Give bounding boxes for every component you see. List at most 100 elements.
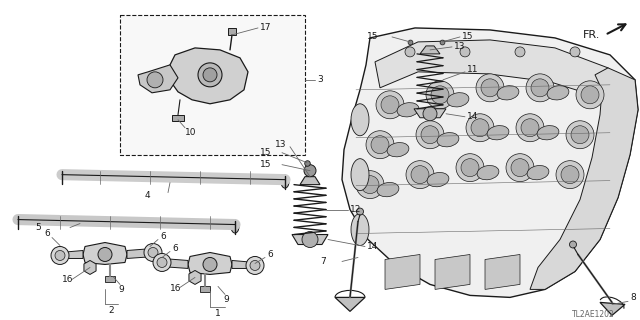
Text: 12: 12 (350, 205, 362, 214)
Circle shape (246, 256, 264, 275)
Circle shape (356, 208, 364, 215)
Text: 16: 16 (62, 275, 74, 284)
Text: 9: 9 (223, 295, 228, 304)
Circle shape (406, 161, 434, 188)
Circle shape (371, 136, 389, 154)
Circle shape (147, 72, 163, 88)
Ellipse shape (477, 165, 499, 180)
Circle shape (157, 258, 167, 268)
Circle shape (203, 68, 217, 82)
Text: 13: 13 (275, 140, 287, 149)
Circle shape (302, 232, 318, 247)
Circle shape (421, 126, 439, 144)
Text: 6: 6 (267, 250, 273, 259)
Text: 15: 15 (260, 160, 271, 169)
Circle shape (576, 81, 604, 109)
Text: 17: 17 (260, 23, 271, 32)
Text: 8: 8 (630, 293, 636, 302)
Text: 10: 10 (185, 128, 196, 137)
Ellipse shape (427, 172, 449, 187)
Polygon shape (83, 243, 127, 264)
Circle shape (51, 246, 69, 264)
Circle shape (566, 121, 594, 149)
Circle shape (456, 154, 484, 182)
Ellipse shape (387, 142, 409, 157)
Circle shape (55, 251, 65, 260)
Polygon shape (127, 249, 155, 259)
Ellipse shape (487, 125, 509, 140)
Circle shape (460, 47, 470, 57)
Circle shape (376, 91, 404, 119)
Circle shape (431, 86, 449, 104)
Circle shape (98, 247, 112, 261)
Text: 6: 6 (44, 229, 50, 238)
Circle shape (361, 176, 379, 194)
Polygon shape (342, 28, 638, 297)
Circle shape (581, 86, 599, 104)
Polygon shape (385, 254, 420, 289)
Circle shape (250, 260, 260, 270)
Circle shape (506, 154, 534, 182)
Ellipse shape (527, 165, 549, 180)
Circle shape (426, 81, 454, 109)
Text: 13: 13 (454, 43, 465, 52)
Circle shape (153, 253, 171, 271)
Circle shape (356, 171, 384, 199)
Circle shape (516, 114, 544, 142)
Ellipse shape (547, 86, 569, 100)
Polygon shape (232, 260, 257, 268)
Polygon shape (600, 302, 625, 315)
Circle shape (405, 47, 415, 57)
Circle shape (476, 74, 504, 102)
Circle shape (203, 258, 217, 271)
Polygon shape (420, 46, 440, 54)
Circle shape (531, 79, 549, 97)
Text: 4: 4 (145, 191, 150, 200)
Circle shape (466, 114, 494, 142)
Polygon shape (189, 270, 201, 284)
Circle shape (515, 47, 525, 57)
Text: TL2AE1202: TL2AE1202 (572, 310, 615, 319)
Text: 14: 14 (367, 242, 378, 251)
Bar (120, 15, 305, 155)
Polygon shape (168, 48, 248, 104)
Text: 15: 15 (260, 148, 271, 157)
Text: 2: 2 (108, 306, 114, 315)
Circle shape (411, 166, 429, 184)
Bar (228, 28, 236, 35)
Circle shape (570, 241, 577, 248)
Ellipse shape (351, 159, 369, 191)
Ellipse shape (231, 220, 239, 233)
Text: 5: 5 (35, 223, 41, 232)
Circle shape (481, 79, 499, 97)
Circle shape (416, 121, 444, 149)
Ellipse shape (397, 103, 419, 117)
Polygon shape (414, 109, 446, 118)
Ellipse shape (437, 132, 459, 147)
Text: 14: 14 (467, 112, 478, 121)
Circle shape (148, 247, 158, 258)
Circle shape (570, 47, 580, 57)
Polygon shape (435, 254, 470, 289)
Text: 16: 16 (170, 284, 182, 293)
Text: 1: 1 (215, 309, 221, 318)
Circle shape (198, 63, 222, 87)
Text: 3: 3 (317, 75, 323, 84)
Ellipse shape (351, 104, 369, 136)
Circle shape (561, 166, 579, 184)
Polygon shape (58, 251, 83, 259)
Polygon shape (160, 259, 188, 268)
Circle shape (556, 161, 584, 188)
Circle shape (381, 96, 399, 114)
Circle shape (461, 159, 479, 177)
Polygon shape (84, 260, 96, 275)
Text: 11: 11 (467, 65, 479, 74)
Polygon shape (188, 252, 232, 275)
Circle shape (144, 244, 162, 261)
Polygon shape (530, 68, 638, 289)
Polygon shape (485, 254, 520, 289)
Ellipse shape (447, 93, 469, 107)
Polygon shape (292, 235, 328, 244)
Circle shape (471, 119, 489, 137)
Bar (200, 286, 210, 292)
